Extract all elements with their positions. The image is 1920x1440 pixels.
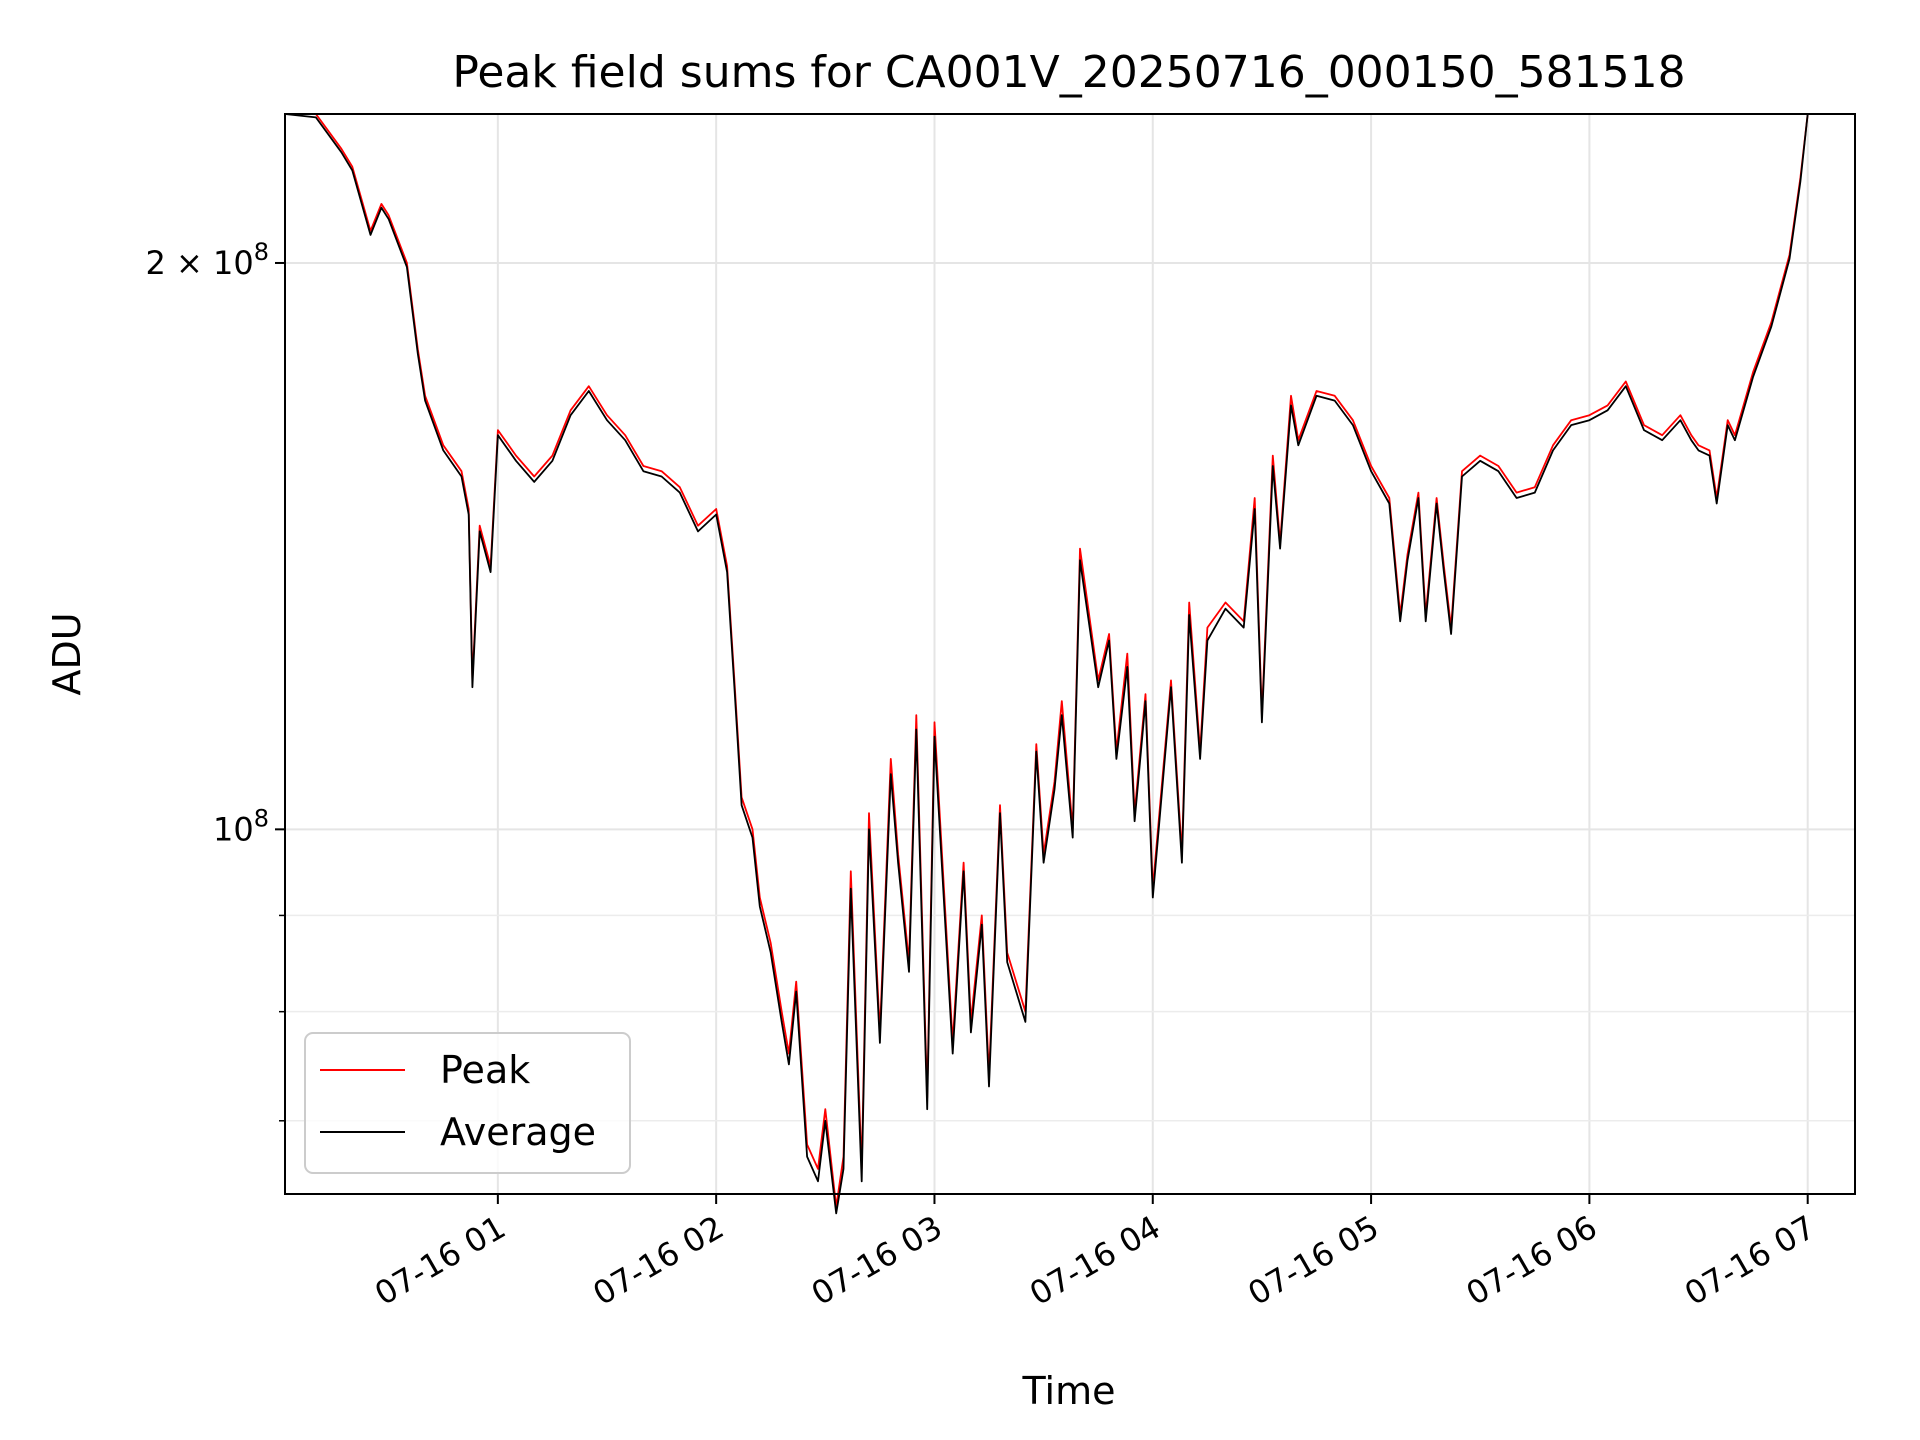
plot-frame [284,113,1856,1195]
grid [285,114,1855,1194]
chart-title: Peak field sums for CA001V_20250716_0001… [452,47,1685,98]
y-axis-label: ADU [45,612,89,695]
y-tick-label: 2 × 108 [145,238,269,282]
legend: Peak Average [304,1032,631,1174]
legend-label-peak: Peak [440,1048,530,1092]
series-lines [284,113,1809,1215]
legend-box [304,1032,631,1174]
series-line-average [284,113,1809,1215]
legend-label-average: Average [440,1110,596,1154]
x-axis-label: Time [1022,1369,1116,1413]
